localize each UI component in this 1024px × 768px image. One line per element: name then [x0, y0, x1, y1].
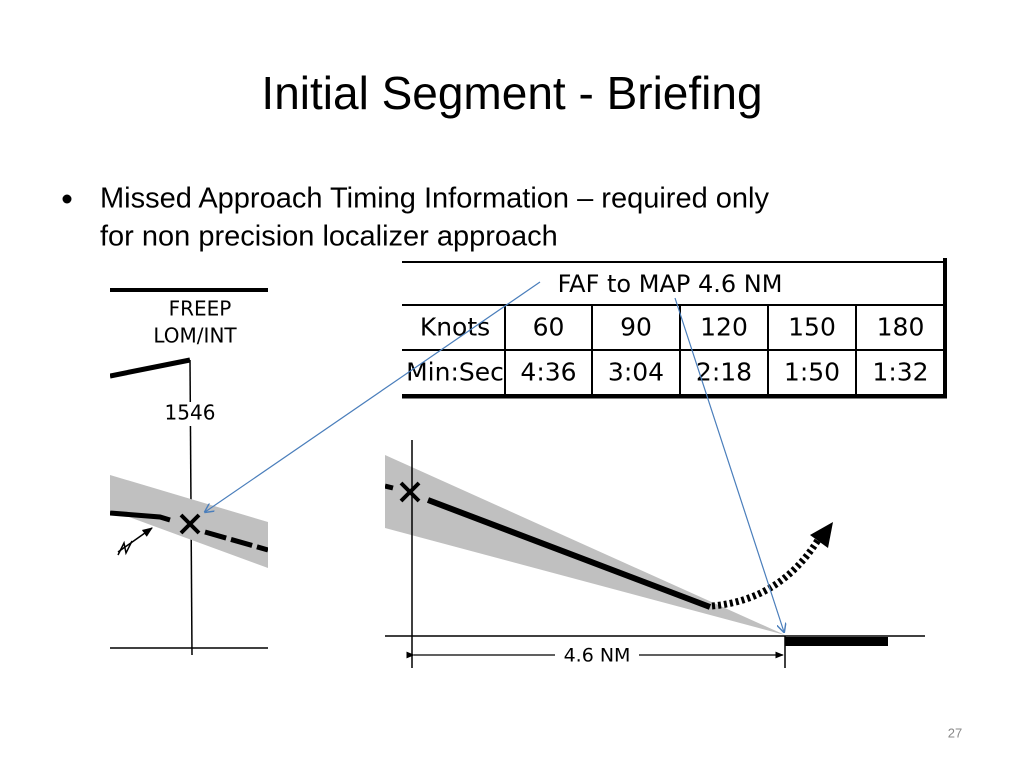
bullet-line: for non precision localizer approach: [100, 221, 558, 253]
bullet-dot: [62, 194, 72, 204]
table-cell: 4:36: [520, 358, 576, 387]
table-cell: 2:18: [696, 358, 752, 387]
table-cell: 1:50: [784, 358, 840, 387]
table-cell: 150: [788, 313, 836, 342]
left-diagram: FREEP LOM/INT 1546: [110, 288, 268, 656]
callout-arrow: [674, 297, 784, 632]
right-diagram: 4.6 NM: [385, 440, 925, 668]
fix-name: FREEP: [169, 297, 232, 321]
slide-title: Initial Segment - Briefing: [261, 67, 762, 119]
table-cell: 180: [877, 313, 925, 342]
callout-arrow: [205, 281, 541, 512]
table-header: FAF to MAP 4.6 NM: [558, 270, 783, 298]
timing-table: FAF to MAP 4.6 NM Knots 60 90 120 150 180 Min:…: [402, 258, 947, 399]
slide-number: 27: [948, 725, 962, 740]
table-cell: 120: [700, 313, 748, 342]
row-header: Knots: [420, 313, 490, 342]
bullet-line: Missed Approach Timing Information – req…: [100, 183, 769, 215]
distance-label: 4.6 NM: [564, 645, 631, 667]
row-header: Min:Sec: [406, 358, 504, 387]
table-cell: 60: [533, 313, 565, 342]
altitude: 1546: [165, 401, 216, 425]
table-cell: 90: [620, 313, 652, 342]
table-cell: 3:04: [608, 358, 664, 387]
fix-type: LOM/INT: [153, 324, 237, 348]
table-cell: 1:32: [872, 358, 928, 387]
